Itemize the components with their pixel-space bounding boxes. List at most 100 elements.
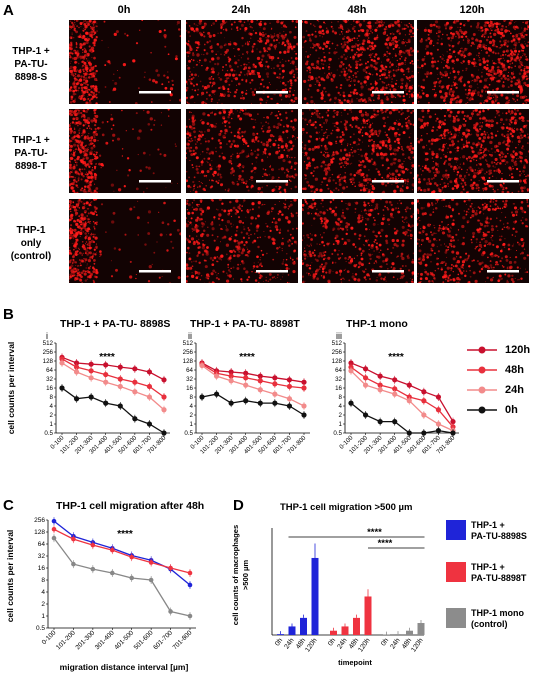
data-point: [301, 403, 307, 409]
data-point: [377, 373, 383, 379]
data-point: [73, 364, 80, 370]
y-tick-label: 16: [335, 385, 342, 392]
data-point: [59, 385, 65, 391]
chart-b-area: 0.512481632641282565120-100101-200201-30…: [6, 340, 459, 455]
data-point: [213, 391, 220, 397]
panel-a-letter: A: [3, 2, 14, 19]
data-point: [272, 375, 278, 381]
y-tick-label: 4: [339, 403, 343, 410]
data-point: [161, 430, 167, 436]
scale-bar: [256, 270, 288, 273]
data-point: [348, 368, 354, 374]
data-point: [377, 419, 383, 425]
micrograph-r2-c2: [302, 199, 414, 283]
y-tick-label: 256: [183, 349, 194, 356]
time-label-2: 48h: [347, 4, 367, 16]
legend-swatch: [446, 520, 466, 540]
chart-c-title: THP-1 cell migration after 48h: [56, 500, 205, 512]
bar: [364, 596, 372, 635]
y-tick-label: 0.5: [333, 430, 342, 437]
data-point: [161, 377, 167, 383]
data-point: [168, 609, 173, 614]
chart-c-ylabel: cell counts per interval: [5, 530, 15, 623]
data-point: [421, 398, 427, 404]
bar: [311, 557, 319, 635]
micrograph-r2-c0: [69, 199, 181, 283]
data-point: [392, 377, 398, 383]
y-tick-label: 256: [332, 349, 343, 356]
y-tick-label: 2: [50, 412, 54, 419]
data-point: [109, 570, 115, 576]
legend-swatch: [467, 346, 497, 354]
y-tick-label: 512: [43, 340, 54, 347]
scale-bar: [139, 180, 171, 183]
legend-d-item: THP-1 +PA-TU-8898T: [446, 562, 527, 583]
chart-c-xlabel: migration distance interval [µm]: [60, 662, 189, 672]
y-tick-label: 32: [46, 376, 53, 383]
row-label-2-line3: (control): [10, 251, 52, 262]
y-tick-label: 0.5: [36, 625, 45, 632]
data-point: [103, 379, 109, 385]
data-point: [88, 375, 94, 381]
y-tick-label: 512: [183, 340, 194, 347]
series-line-2: [53, 537, 191, 617]
legend-d-item: THP-1 mono(control): [446, 608, 525, 629]
legend-label: THP-1 mono: [471, 608, 525, 618]
y-tick-label: 8: [339, 394, 343, 401]
bar: [394, 634, 402, 635]
y-tick-label: 8: [41, 577, 45, 584]
x-tick-label: 501-600: [133, 629, 155, 651]
scale-bar: [487, 180, 519, 183]
data-point: [435, 394, 442, 400]
legend-b: 120h 48h 24h 0h: [465, 340, 530, 420]
data-point: [377, 387, 383, 393]
time-label-3: 120h: [459, 4, 485, 16]
data-point: [362, 375, 369, 381]
data-point: [435, 428, 442, 434]
x-tick-label: 701-800: [172, 629, 194, 651]
data-point: [103, 371, 109, 378]
data-point: [421, 389, 427, 395]
micrograph-r1-c2: [302, 109, 414, 193]
scale-bar: [372, 270, 404, 273]
data-point: [228, 400, 234, 406]
data-point: [228, 369, 234, 375]
legend-label: THP-1 +: [471, 520, 505, 530]
legend-swatch: [467, 386, 497, 394]
data-point: [148, 577, 154, 583]
data-point: [392, 419, 398, 425]
chart-d-ylabel-line2: >500 µm: [241, 560, 250, 591]
data-point: [301, 379, 307, 385]
y-tick-label: 32: [335, 376, 342, 383]
legend-swatch: [467, 406, 497, 414]
data-point: [109, 547, 115, 553]
x-tick-label: 120h: [357, 637, 372, 654]
scale-bar: [139, 91, 171, 94]
data-point: [146, 421, 153, 427]
y-tick-label: 512: [332, 340, 343, 347]
data-point: [421, 430, 427, 436]
panel-c-letter: C: [3, 497, 14, 514]
y-tick-label: 16: [38, 565, 46, 572]
scale-bar: [256, 91, 288, 94]
y-tick-label: 0.5: [44, 430, 53, 437]
data-point: [228, 373, 234, 379]
row-label-2-line1: THP-1: [16, 225, 46, 236]
x-tick-label: 24h: [283, 637, 295, 650]
data-point: [257, 373, 263, 379]
chart-d-ylabel-line1: cell counts of macrophages: [231, 525, 240, 625]
data-point: [71, 536, 76, 542]
y-tick-label: 256: [43, 349, 54, 356]
significance-marker: ****: [378, 538, 393, 549]
bar: [277, 634, 284, 635]
y-tick-label: 4: [50, 403, 54, 410]
y-tick-label: 1: [41, 613, 45, 620]
data-point: [435, 407, 442, 413]
data-point: [272, 400, 278, 406]
y-tick-label: 128: [183, 358, 194, 365]
micrograph-r0-c1: [186, 20, 298, 104]
series-line-48h: [350, 366, 454, 428]
x-tick-label: 120h: [410, 637, 425, 654]
y-tick-label: 4: [190, 403, 194, 410]
